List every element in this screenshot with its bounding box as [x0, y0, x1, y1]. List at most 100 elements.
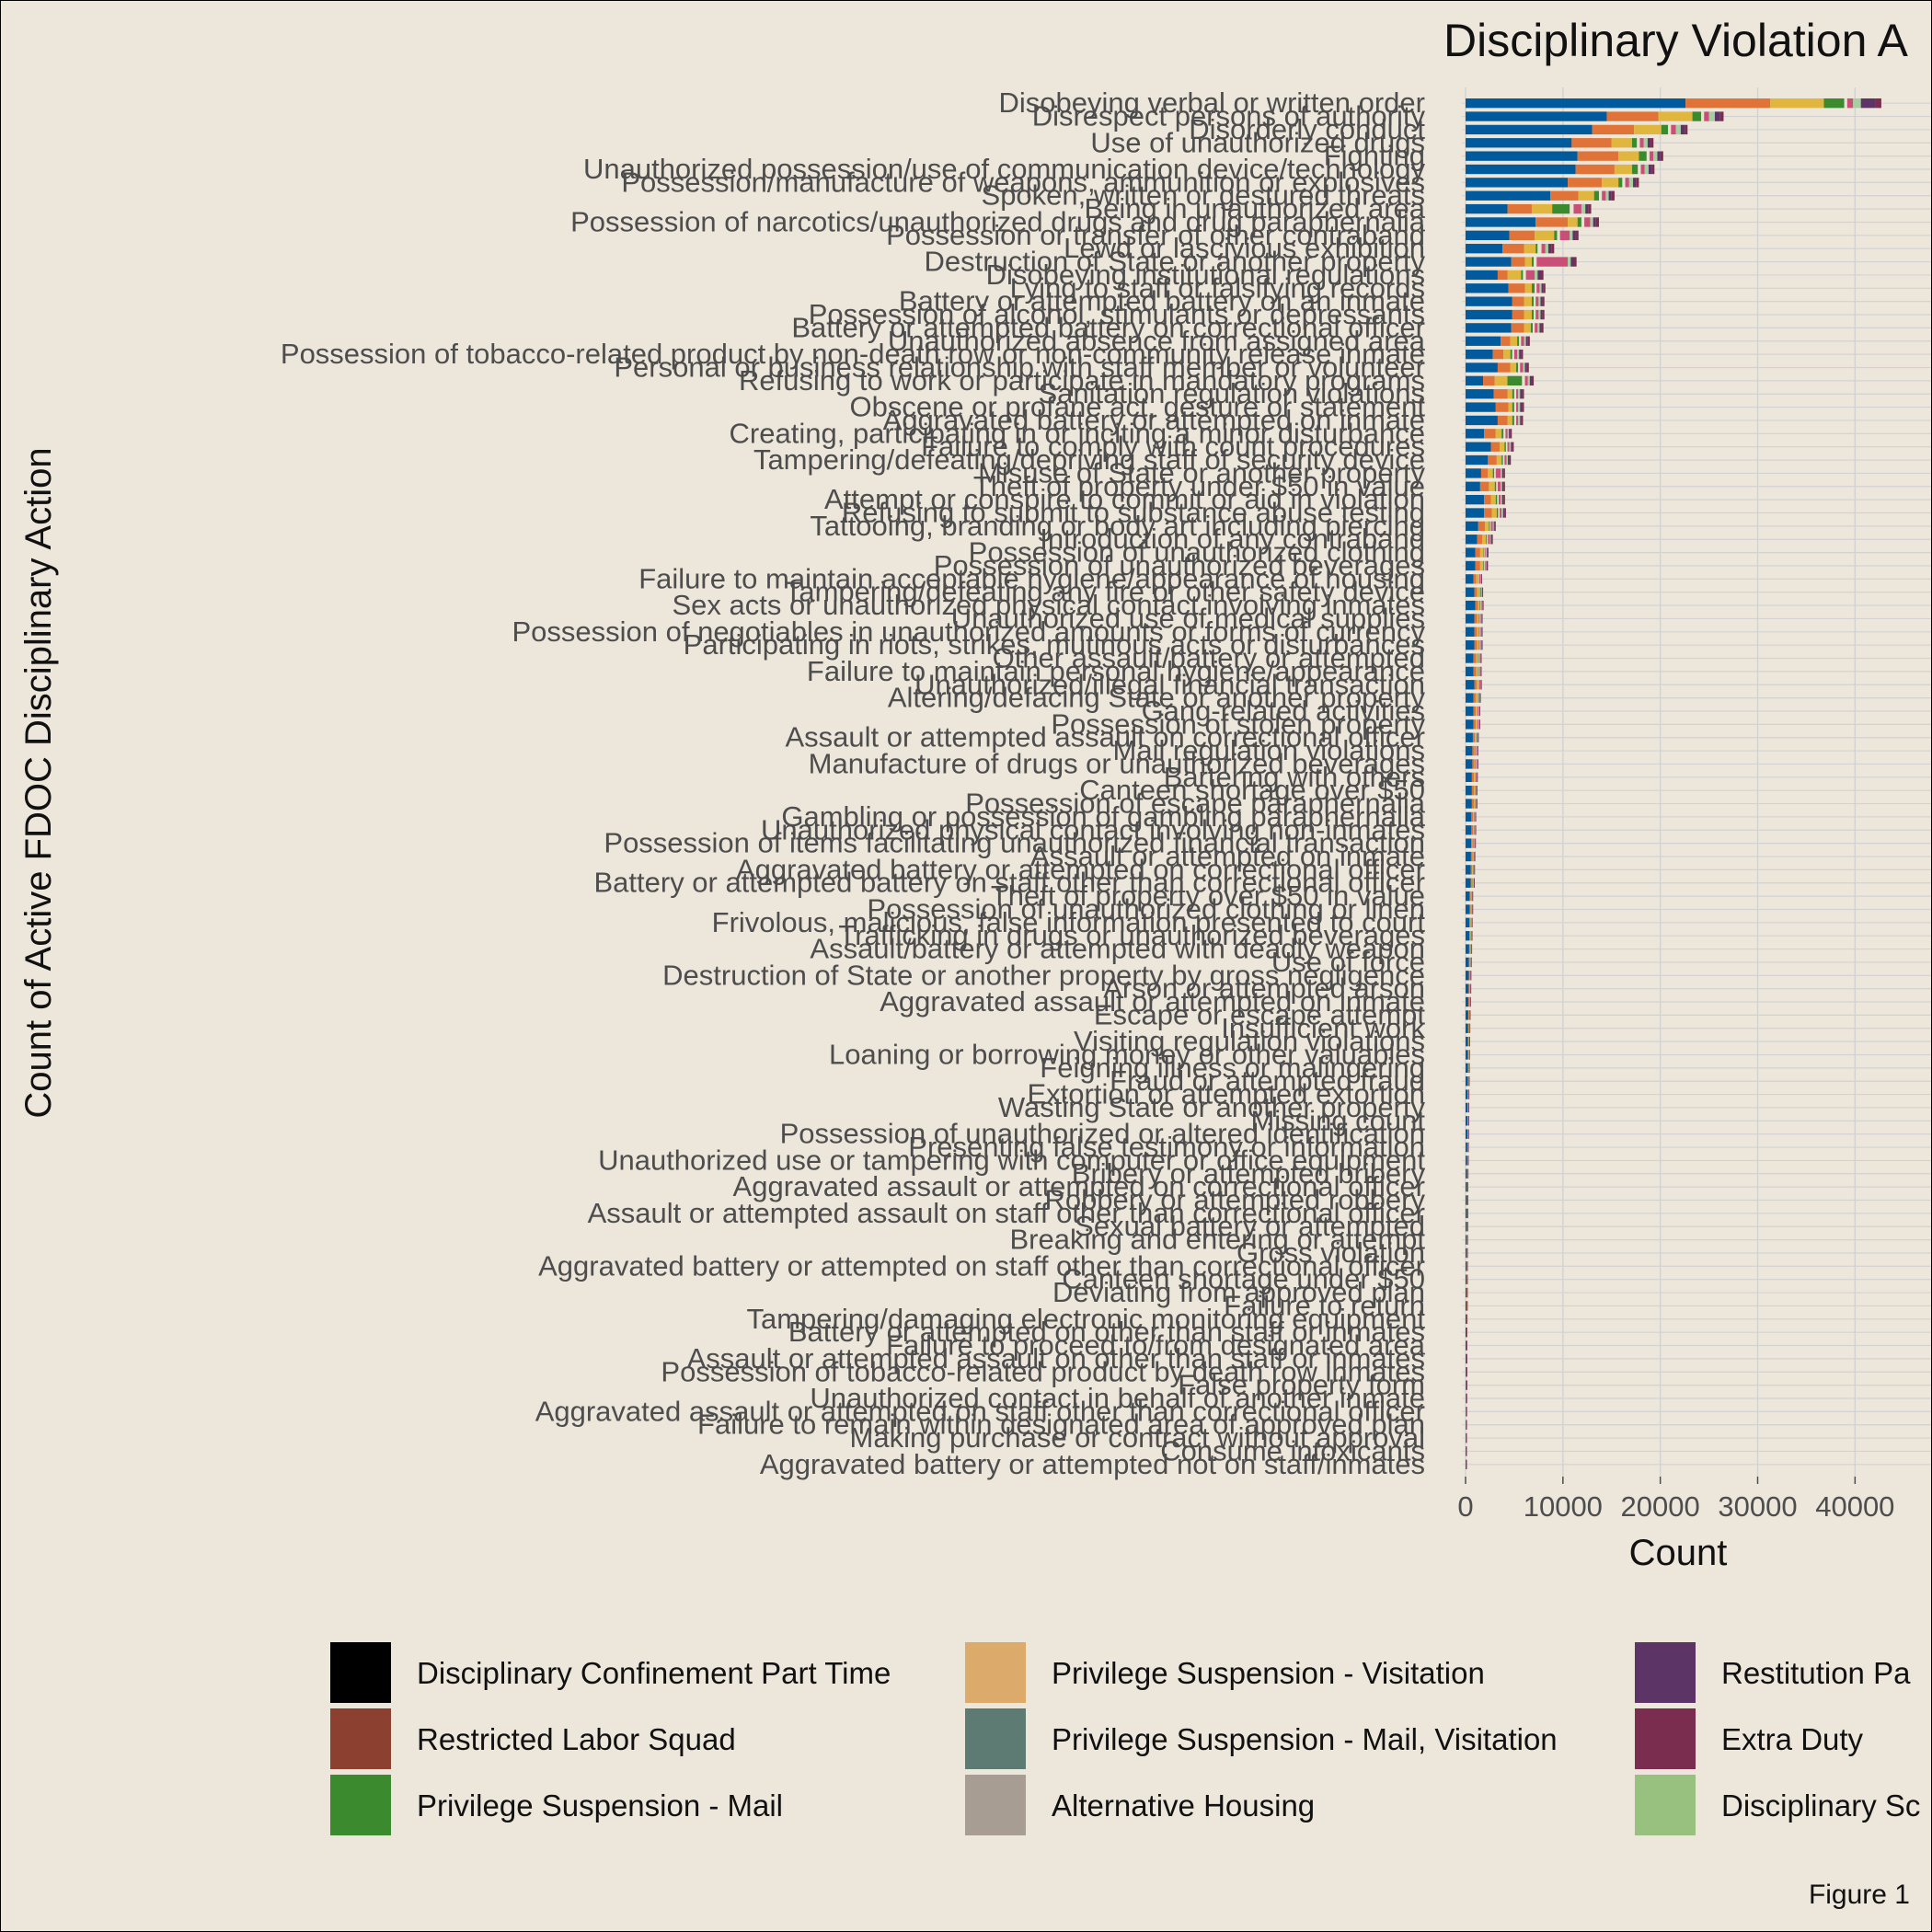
bar-segment	[1466, 362, 1498, 373]
bar-segment	[1584, 217, 1591, 227]
category-label: Gang-related activities	[1142, 695, 1425, 727]
bar-segment	[1479, 614, 1481, 624]
bar-segment	[1466, 996, 1469, 1007]
bar-segment	[1554, 230, 1558, 241]
bar-segment	[1466, 693, 1474, 703]
bar-segment	[1466, 336, 1501, 346]
category-label: Possession of unauthorized clothing	[969, 536, 1425, 569]
bar-segment	[1468, 1036, 1469, 1047]
bar-segment	[1481, 639, 1483, 650]
bar-segment	[1701, 111, 1705, 121]
bar-segment	[1467, 1089, 1468, 1099]
bar-segment	[1504, 454, 1507, 466]
bar-segment	[1618, 151, 1639, 161]
bar-segment	[1475, 745, 1477, 756]
bar-segment	[1466, 124, 1593, 135]
bar-segment	[1470, 851, 1473, 862]
category-label: Assault or attempted assault on other th…	[687, 1342, 1425, 1374]
bar-segment	[1479, 680, 1481, 690]
bar-segment	[1471, 904, 1472, 914]
category-label: Disrespect persons of authority	[1032, 100, 1426, 132]
category-labels: Disobeying verbal or written orderDisres…	[281, 86, 1426, 1480]
bar-segment	[1513, 389, 1517, 399]
bar-segment	[1476, 719, 1478, 730]
bar-segment	[1466, 1089, 1468, 1099]
bar-segment	[1496, 508, 1499, 518]
bar-segment	[1483, 560, 1484, 571]
bar-segment	[1545, 244, 1548, 254]
bar-segment	[1477, 719, 1478, 730]
bar-segment	[1529, 375, 1532, 386]
bar-segment	[1466, 759, 1473, 769]
bar-segment	[1473, 838, 1475, 848]
bar-segment	[1475, 560, 1480, 571]
bar-segment	[1466, 931, 1470, 941]
bar-segment	[1478, 706, 1480, 717]
bar-segment	[1770, 98, 1824, 109]
bar-segment	[1470, 865, 1473, 875]
bar-segment	[1480, 653, 1482, 663]
bar-segment	[1492, 468, 1495, 478]
bar-segment	[1466, 429, 1485, 439]
bar-segment	[1476, 786, 1478, 796]
bar-segment	[1481, 639, 1482, 650]
bar-segment	[1522, 389, 1524, 399]
bar-segment	[1466, 719, 1474, 730]
bar-segment	[1518, 402, 1521, 412]
bar-segment	[1517, 336, 1520, 346]
bar-segment	[1714, 111, 1720, 121]
bar-segment	[1466, 574, 1474, 584]
bar-segment	[1476, 772, 1478, 782]
bar-segment	[1466, 627, 1475, 637]
x-tick-label: 20000	[1621, 1490, 1700, 1523]
bar-segment	[1466, 468, 1481, 478]
bar-segment	[1648, 164, 1652, 175]
category-label: Gambling or possession of gambling parap…	[781, 800, 1425, 833]
bar-segment	[1497, 270, 1508, 281]
bar-segment	[1502, 454, 1505, 466]
bar-segment	[1474, 865, 1476, 875]
bar-segment	[1860, 98, 1876, 109]
bar-segment	[1481, 574, 1482, 584]
bar-segment	[1481, 587, 1482, 597]
bar-segment	[1476, 772, 1477, 782]
bar-segment	[1475, 772, 1477, 782]
bar-segment	[1483, 375, 1495, 386]
bar-segment	[1535, 296, 1539, 306]
bar-segment	[1505, 442, 1508, 452]
bar-segment	[1466, 454, 1489, 466]
bar-segment	[1509, 230, 1535, 241]
bar-segment	[1509, 454, 1512, 466]
bar-segment	[1466, 402, 1496, 412]
bar-segment	[1476, 732, 1478, 742]
bar-segment	[1477, 786, 1478, 796]
category-label: Fraud or attempted fraud	[1110, 1064, 1425, 1097]
bar-segment	[1466, 481, 1480, 491]
bar-segment	[1476, 799, 1478, 809]
bar-segment	[1487, 560, 1489, 571]
category-label: Possession of unauthorized or altered id…	[780, 1118, 1425, 1150]
bar-segment	[1531, 257, 1535, 267]
bar-segment	[1474, 639, 1478, 650]
bar-segment	[1466, 917, 1470, 928]
bar-segment	[1516, 389, 1519, 399]
category-label: Aggravated assault or attempted on corre…	[733, 1170, 1425, 1202]
bar-segment	[1578, 190, 1594, 201]
bar-segment	[1598, 190, 1603, 201]
bar-segment	[1466, 415, 1498, 426]
bar-segment	[1478, 680, 1479, 690]
bar-segment	[1470, 904, 1472, 914]
bar-segment	[1477, 680, 1478, 690]
bar-segment	[1527, 375, 1530, 386]
bar-segment	[1473, 719, 1477, 730]
bar-segment	[1469, 983, 1470, 994]
bar-segment	[1466, 138, 1572, 148]
category-label: Battery or attempted battery on correcti…	[791, 311, 1425, 343]
bar-segment	[1631, 138, 1638, 148]
bar-segment	[1466, 257, 1512, 267]
bar-segment	[1471, 904, 1473, 914]
bar-segment	[1511, 442, 1512, 452]
bar-segment	[1512, 349, 1514, 360]
bar-segment	[1653, 151, 1658, 161]
